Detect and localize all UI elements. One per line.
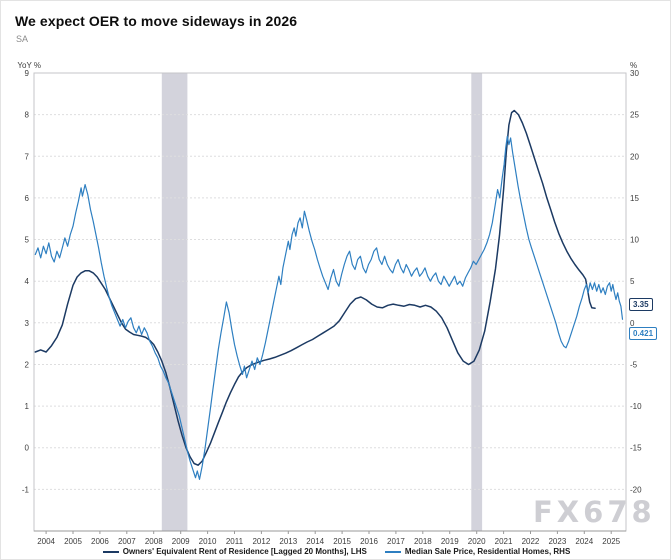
median-price-latest-value-badge: 0.421 (629, 327, 658, 341)
median-price-line-swatch (384, 550, 401, 553)
svg-text:25: 25 (630, 111, 639, 120)
svg-text:5: 5 (25, 236, 30, 245)
oer-line-swatch (102, 550, 119, 553)
series-line-oer (34, 109, 596, 466)
svg-text:2015: 2015 (333, 537, 351, 546)
svg-text:2007: 2007 (118, 537, 136, 546)
svg-text:2020: 2020 (468, 537, 486, 546)
chart-title: We expect OER to move sideways in 2026 (15, 13, 298, 29)
svg-text:2005: 2005 (64, 537, 82, 546)
legend-item-median-price: Median Sale Price, Residential Homes, RH… (384, 547, 571, 556)
svg-text:0: 0 (25, 444, 30, 453)
svg-text:6: 6 (25, 194, 30, 203)
svg-text:4: 4 (25, 277, 30, 286)
svg-text:2009: 2009 (172, 537, 190, 546)
plot-frame (33, 72, 627, 532)
svg-text:2021: 2021 (495, 537, 513, 546)
svg-text:10: 10 (630, 236, 639, 245)
svg-text:-5: -5 (630, 360, 638, 369)
svg-text:2019: 2019 (441, 537, 459, 546)
svg-text:-15: -15 (630, 444, 642, 453)
svg-text:-10: -10 (630, 402, 642, 411)
series-line-median-price (34, 135, 624, 480)
svg-text:2: 2 (25, 360, 30, 369)
chart-legend: Owners' Equivalent Rent of Residence [La… (1, 547, 670, 556)
svg-text:-20: -20 (630, 485, 642, 494)
svg-text:2006: 2006 (91, 537, 109, 546)
gridlines (34, 72, 626, 490)
svg-text:2016: 2016 (360, 537, 378, 546)
legend-item-oer: Owners' Equivalent Rent of Residence [La… (102, 547, 367, 556)
svg-text:2012: 2012 (252, 537, 270, 546)
legend-label-median-price: Median Sale Price, Residential Homes, RH… (404, 547, 571, 556)
svg-text:1: 1 (25, 402, 30, 411)
axis-tick-labels (45, 531, 612, 534)
svg-text:2008: 2008 (145, 537, 163, 546)
svg-text:2023: 2023 (548, 537, 566, 546)
svg-text:2013: 2013 (279, 537, 297, 546)
svg-text:8: 8 (25, 111, 30, 120)
svg-text:20: 20 (630, 152, 639, 161)
svg-text:2011: 2011 (226, 537, 244, 546)
svg-text:0: 0 (630, 319, 635, 328)
svg-text:15: 15 (630, 194, 639, 203)
svg-text:2024: 2024 (575, 537, 593, 546)
left-axis-unit-label: YoY % (17, 61, 41, 70)
chart-subtitle: SA (16, 34, 29, 44)
svg-text:30: 30 (630, 69, 639, 78)
svg-text:-1: -1 (22, 485, 30, 494)
svg-text:2004: 2004 (37, 537, 55, 546)
svg-text:9: 9 (25, 69, 30, 78)
svg-text:2010: 2010 (199, 537, 217, 546)
svg-text:2022: 2022 (522, 537, 540, 546)
recession-bands (161, 73, 483, 531)
svg-text:2018: 2018 (414, 537, 432, 546)
svg-text:3: 3 (25, 319, 30, 328)
right-axis-unit-label: % (630, 61, 637, 70)
oer-latest-value-badge: 3.35 (629, 298, 653, 312)
watermark-logo: FX678 (533, 495, 656, 529)
svg-text:5: 5 (630, 277, 635, 286)
svg-text:2017: 2017 (387, 537, 405, 546)
legend-label-oer: Owners' Equivalent Rent of Residence [La… (122, 547, 367, 556)
svg-text:7: 7 (25, 152, 30, 161)
svg-text:2025: 2025 (602, 537, 620, 546)
svg-text:2014: 2014 (306, 537, 324, 546)
